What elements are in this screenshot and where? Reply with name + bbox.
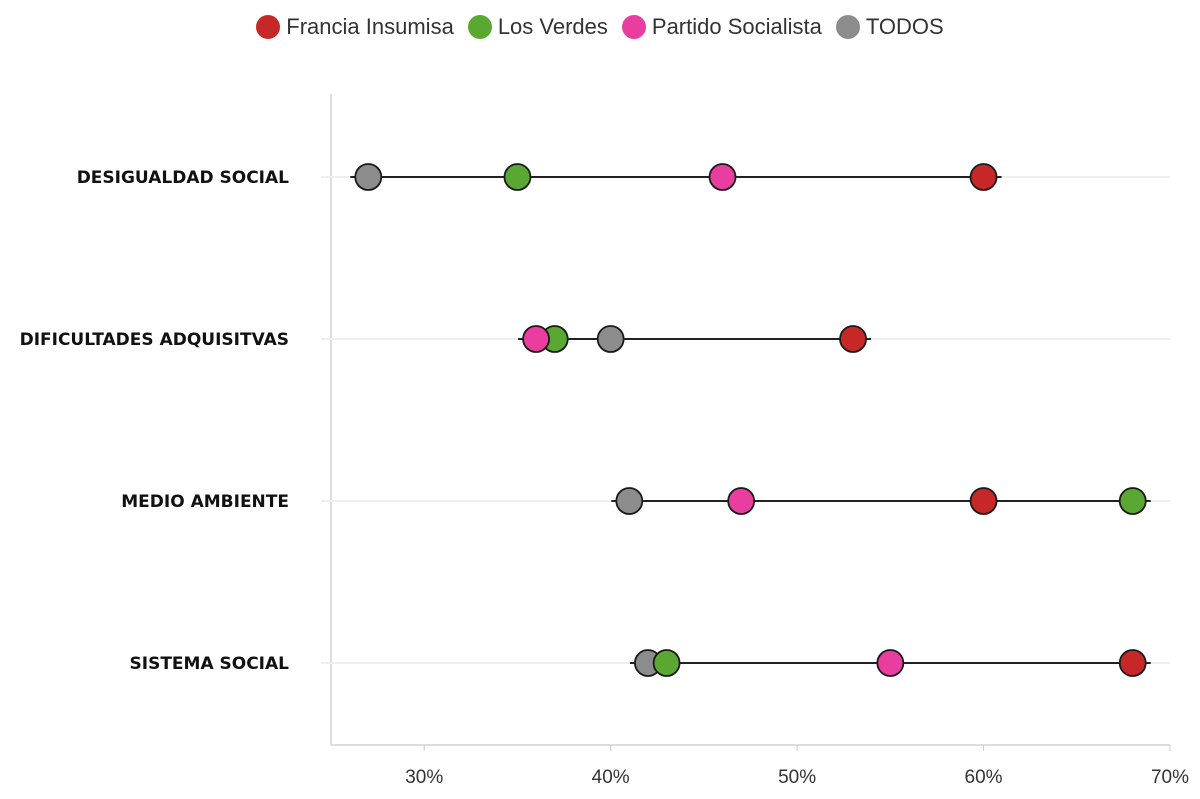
category-label: SISTEMA SOCIAL xyxy=(130,654,290,674)
dot-francia-insumisa xyxy=(839,325,867,353)
legend-item: Francia Insumisa xyxy=(256,14,454,40)
dot-partido-socialista xyxy=(708,163,737,191)
dot-partido-socialista xyxy=(727,487,756,515)
category-label: DIFICULTADES ADQUISITVAS xyxy=(20,330,289,350)
legend-swatch xyxy=(621,15,646,39)
dot-los-verdes xyxy=(503,163,532,191)
x-tick-label: 50% xyxy=(778,767,816,788)
legend-label: TODOS xyxy=(865,14,944,39)
legend-swatch xyxy=(467,15,492,39)
x-tick-label: 70% xyxy=(1151,767,1189,788)
legend-swatch xyxy=(256,15,281,39)
dot-francia-insumisa xyxy=(969,487,998,515)
legend-item: Partido Socialista xyxy=(621,14,822,40)
x-tick-label: 60% xyxy=(965,767,1003,788)
legend-item: Los Verdes xyxy=(467,14,608,40)
dot-francia-insumisa xyxy=(1118,649,1147,677)
dot-partido-socialista xyxy=(876,649,905,677)
x-tick-label: 30% xyxy=(405,767,443,788)
legend-label: Francia Insumisa xyxy=(286,14,454,39)
dot-todos xyxy=(615,487,644,515)
legend-swatch xyxy=(835,15,860,39)
category-label: DESIGUALDAD SOCIAL xyxy=(77,168,289,188)
x-tick-label: 40% xyxy=(592,767,630,788)
dot-los-verdes xyxy=(1118,487,1147,515)
dot-todos xyxy=(354,163,383,191)
legend-label: Partido Socialista xyxy=(651,14,822,39)
category-label: MEDIO AMBIENTE xyxy=(121,492,289,512)
dot-partido-socialista xyxy=(522,325,550,353)
legend: Francia Insumisa Los Verdes Partido Social… xyxy=(0,14,1200,40)
dot-francia-insumisa xyxy=(969,163,998,191)
dot-los-verdes xyxy=(652,649,681,677)
legend-item: TODOS xyxy=(835,14,944,40)
legend-label: Los Verdes xyxy=(497,14,608,39)
dot-todos xyxy=(596,325,625,353)
